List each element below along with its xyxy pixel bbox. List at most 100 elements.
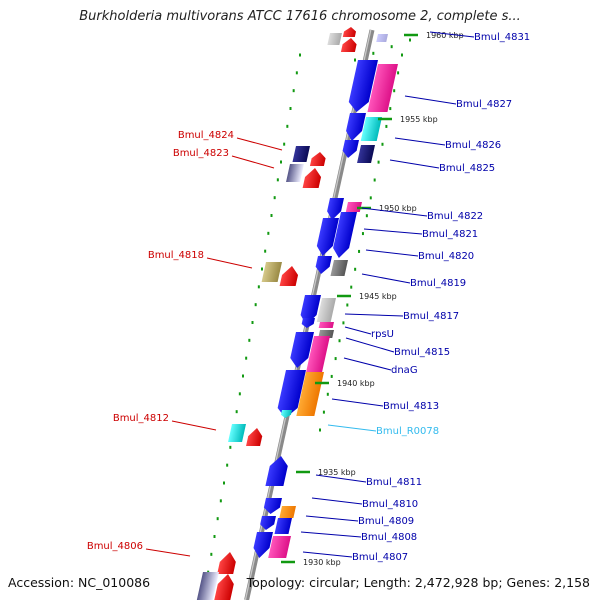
track-dot xyxy=(283,142,286,146)
gene-label-right: Bmul_4810 xyxy=(362,499,418,510)
track-dot xyxy=(264,249,267,253)
leader-line xyxy=(327,424,377,432)
track-dot xyxy=(273,196,276,200)
gene-bmul-4821 xyxy=(333,212,357,258)
gene-bmul-4822 xyxy=(345,202,362,212)
gene-bmul-4818 xyxy=(261,262,282,282)
track-dot xyxy=(326,392,329,396)
track-dot xyxy=(389,107,392,111)
gene-rna-r0078 xyxy=(280,410,292,418)
scale-tick-label: 1955 kbp xyxy=(400,115,438,124)
track-dot xyxy=(223,481,225,485)
scale-tick-label: 1940 kbp xyxy=(337,379,375,388)
track-dot xyxy=(270,214,273,217)
gene-label-right: rpsU xyxy=(371,329,394,340)
track-dot xyxy=(381,142,384,146)
gene-4817-a xyxy=(300,295,321,325)
gene-bmul-4811 xyxy=(265,456,288,486)
leader-line xyxy=(344,313,404,317)
gene-bmul-4813-a xyxy=(277,370,306,418)
scale-tick-label: 1960 kbp xyxy=(426,31,464,40)
leader-line xyxy=(145,548,191,557)
track-dot xyxy=(238,392,241,396)
gene-bmul-4806-b xyxy=(217,552,236,574)
gene-4821-a xyxy=(316,218,339,256)
gene-label-right: Bmul_4813 xyxy=(383,401,439,412)
accession-text: Accession: NC_010086 xyxy=(8,575,151,590)
track-dot xyxy=(322,410,325,414)
track-dot xyxy=(276,178,279,182)
track-dot xyxy=(292,89,295,93)
track-dot xyxy=(261,267,263,271)
track-dot xyxy=(334,357,337,361)
gene-label-right: Bmul_4809 xyxy=(358,516,414,527)
gene-bmul-4806 xyxy=(196,572,219,600)
gene-label-right: Bmul_4811 xyxy=(366,477,422,488)
gene-label-right: Bmul_4825 xyxy=(439,163,495,174)
gene-bmul-4831-b xyxy=(340,38,357,52)
track-dot xyxy=(299,53,301,57)
leader-line xyxy=(171,420,217,431)
gene-bmul-4824-b xyxy=(309,152,326,166)
leader-line xyxy=(300,531,362,538)
gene-bmul-4823-b xyxy=(302,168,322,188)
track-dot xyxy=(219,499,222,503)
gene-4820-a xyxy=(315,256,332,274)
gene-4825-a xyxy=(342,140,359,158)
scale-tick-label: 1930 kbp xyxy=(303,558,341,567)
leader-line xyxy=(363,228,423,235)
gene-label-right: Bmul_4808 xyxy=(361,532,417,543)
leader-line xyxy=(206,257,253,269)
track-dot xyxy=(289,107,292,110)
gene-bmul-4810 xyxy=(279,506,296,518)
gene-bmul-4826 xyxy=(360,117,382,141)
track-dot xyxy=(358,249,361,253)
leader-line xyxy=(311,497,363,505)
gene-label-left: Bmul_4823 xyxy=(173,148,229,159)
track-dot xyxy=(210,552,213,556)
track-dot xyxy=(372,51,375,55)
track-dot xyxy=(242,374,244,378)
track-dot xyxy=(245,356,248,360)
gene-label-right: Bmul_4807 xyxy=(352,552,408,563)
track-dot xyxy=(286,124,289,128)
track-dot xyxy=(361,232,364,236)
track-dot xyxy=(251,321,254,324)
track-dot xyxy=(354,58,356,62)
leader-line xyxy=(331,398,384,407)
gene-bmul-4819 xyxy=(330,260,348,276)
leader-line xyxy=(345,337,395,353)
map-title: Burkholderia multivorans ATCC 17616 chro… xyxy=(79,9,521,24)
gene-bmul-4812 xyxy=(228,424,246,442)
scale-tick-label: 1935 kbp xyxy=(318,468,356,477)
track-dot xyxy=(365,214,368,218)
track-dot xyxy=(354,267,357,271)
gene-label-right: Bmul_4819 xyxy=(410,278,466,289)
gene-bmul-4812-b xyxy=(246,428,263,446)
track-dot xyxy=(319,428,321,432)
track-dot xyxy=(397,71,400,75)
leader-line xyxy=(315,474,367,483)
track-dot xyxy=(295,71,298,75)
track-dot xyxy=(338,339,341,343)
gene-rpsu xyxy=(318,322,334,328)
gene-bmul-4825 xyxy=(357,145,375,163)
leader-line xyxy=(404,95,457,105)
track-dot xyxy=(390,45,393,49)
leader-line xyxy=(394,137,446,146)
track-dot xyxy=(330,374,333,378)
scale-tick-label: 1950 kbp xyxy=(379,204,417,213)
track-dot xyxy=(229,445,232,449)
gene-bmul-4831 xyxy=(376,34,388,42)
track-dot xyxy=(254,303,257,307)
gene-rpsu-a xyxy=(301,318,315,328)
track-dot xyxy=(385,124,388,128)
track-dot xyxy=(216,517,219,521)
scale-tick-label: 1945 kbp xyxy=(359,292,397,301)
track-dot xyxy=(248,338,251,342)
leader-line xyxy=(344,326,372,335)
gene-4809-a xyxy=(260,516,276,530)
track-dot xyxy=(369,196,372,200)
leader-line xyxy=(305,515,359,522)
